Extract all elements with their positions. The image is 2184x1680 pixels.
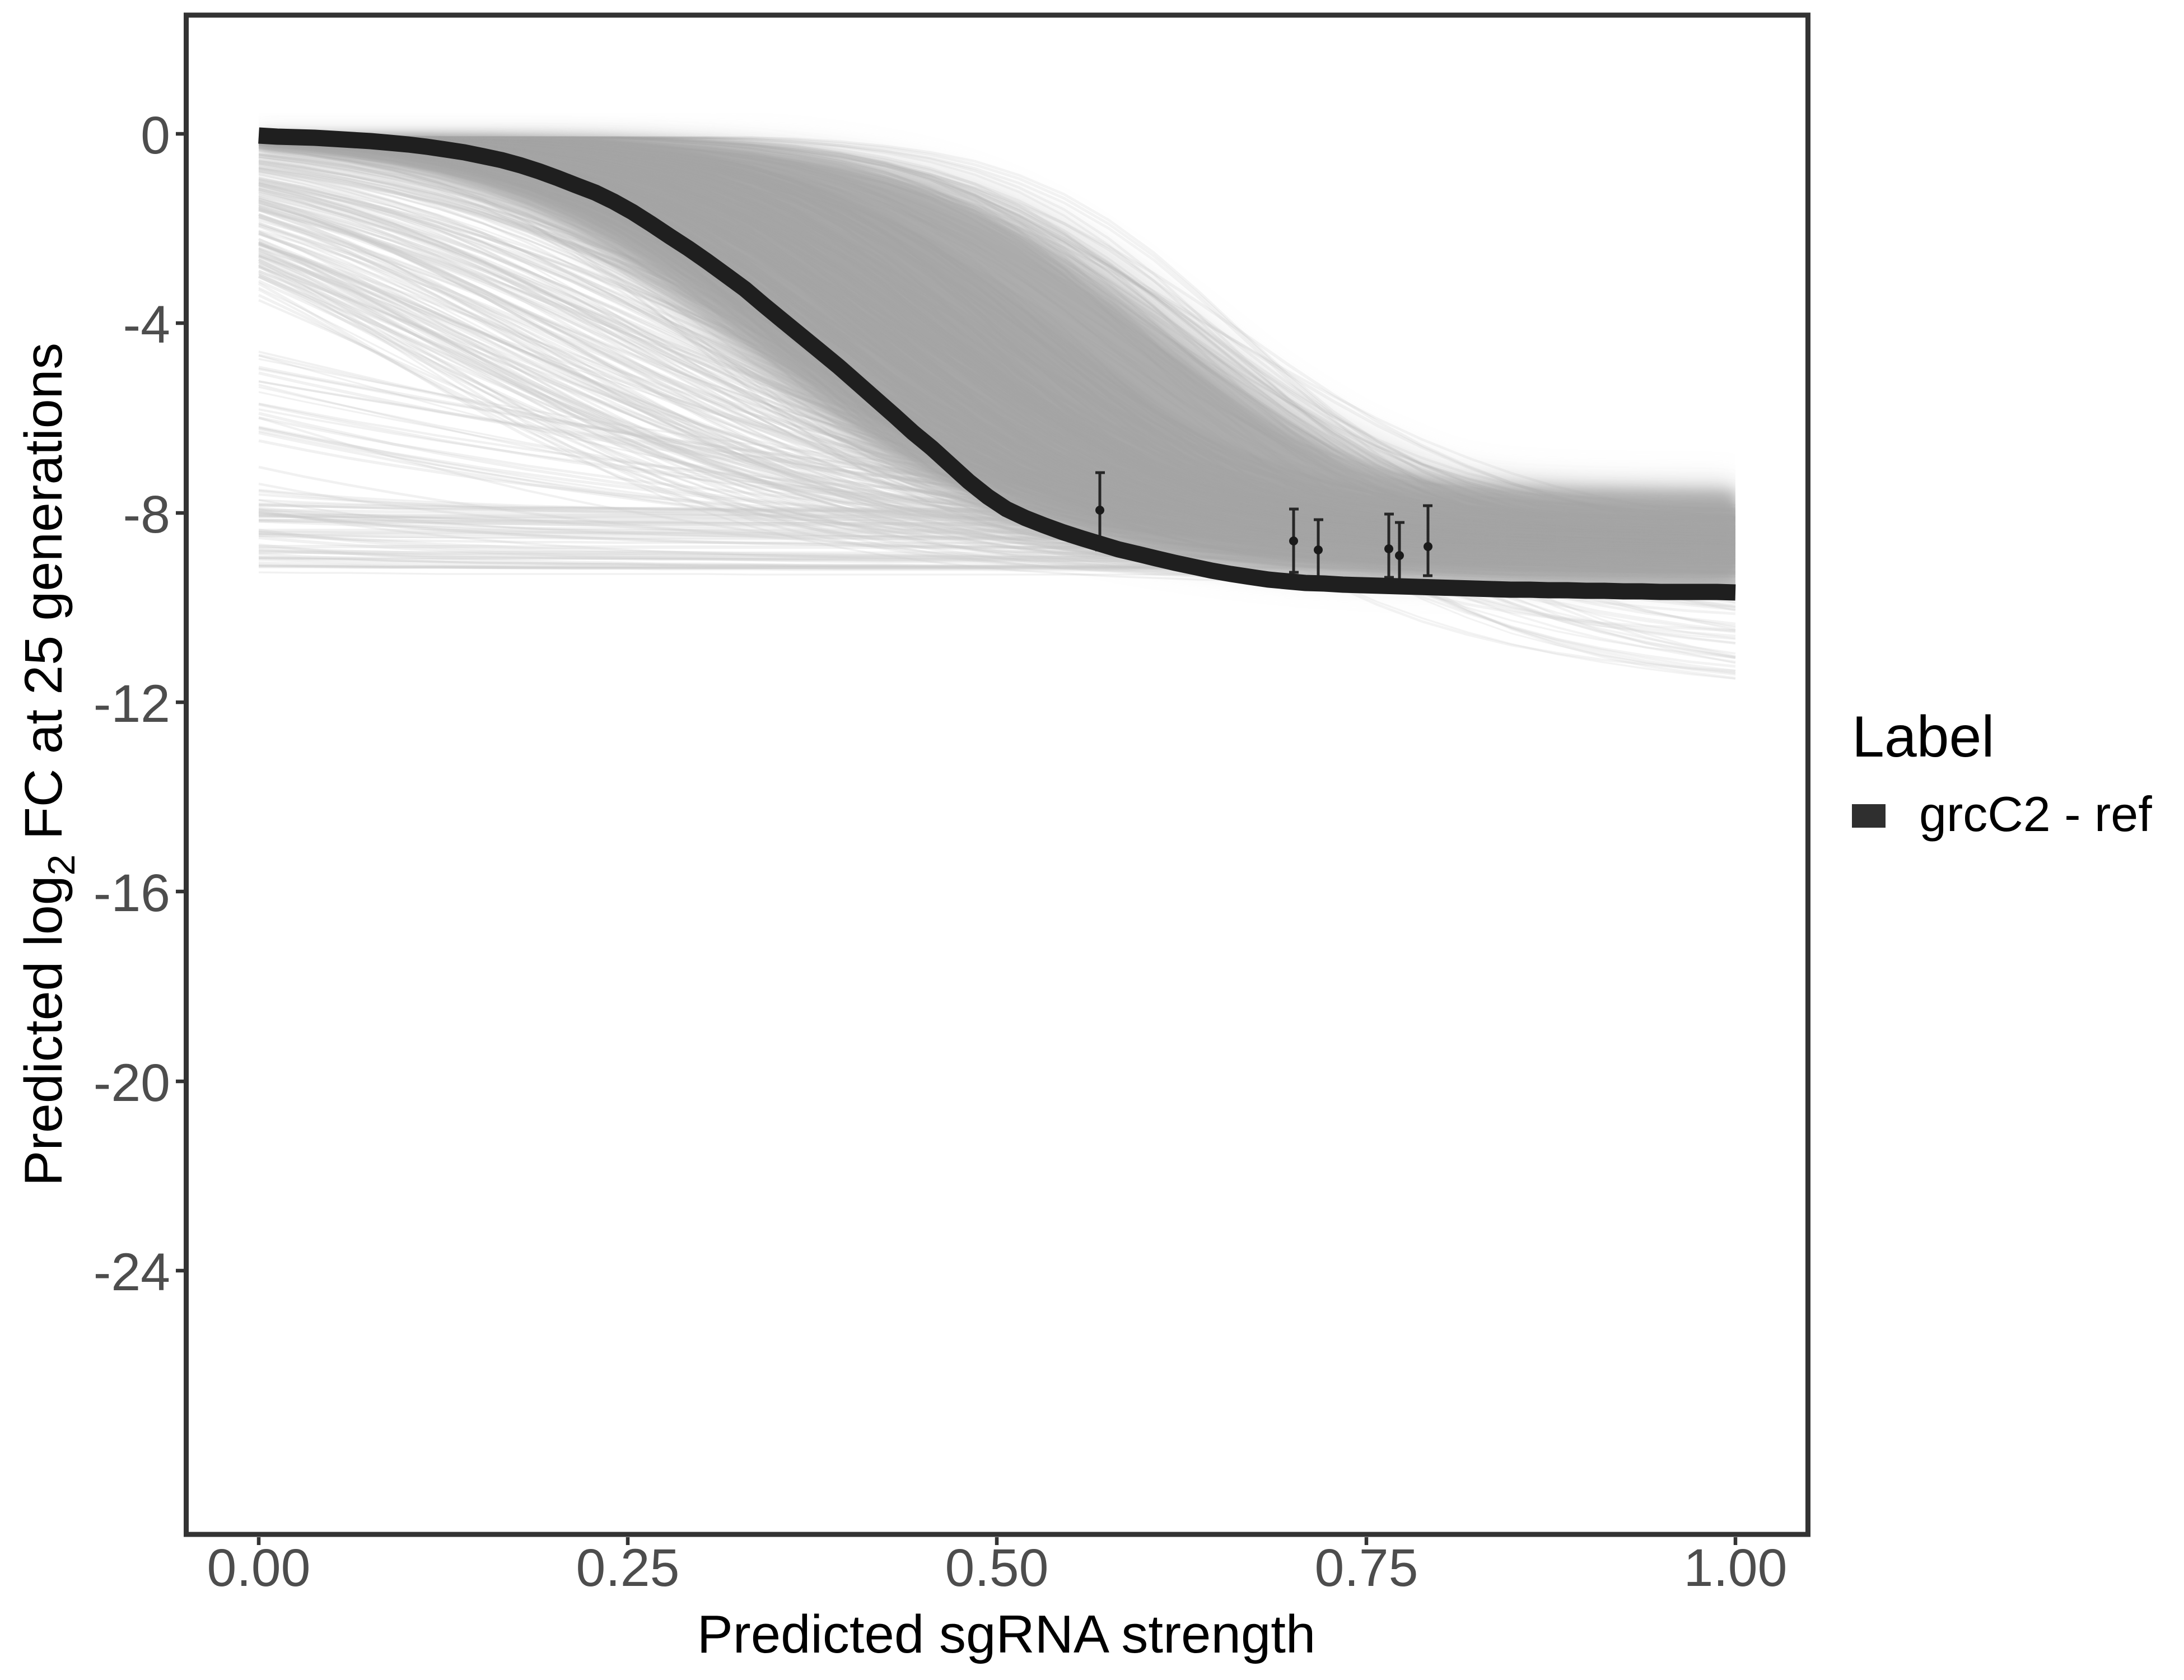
svg-text:-8: -8 bbox=[123, 485, 170, 544]
svg-text:Label: Label bbox=[1852, 704, 1994, 769]
svg-text:-16: -16 bbox=[94, 864, 170, 923]
svg-text:-4: -4 bbox=[123, 295, 170, 354]
svg-text:0.00: 0.00 bbox=[207, 1538, 311, 1598]
svg-text:grcC2 - ref: grcC2 - ref bbox=[1919, 786, 2152, 842]
svg-text:-24: -24 bbox=[94, 1243, 170, 1302]
svg-text:Predicted log2 FC at 25 gener: Predicted log2 FC at 25 generations bbox=[14, 343, 83, 1186]
svg-text:0.75: 0.75 bbox=[1315, 1538, 1418, 1598]
svg-text:Predicted sgRNA strength: Predicted sgRNA strength bbox=[697, 1604, 1316, 1664]
svg-text:0: 0 bbox=[141, 106, 170, 165]
svg-text:0.50: 0.50 bbox=[945, 1538, 1049, 1598]
svg-text:-20: -20 bbox=[94, 1053, 170, 1113]
svg-text:1.00: 1.00 bbox=[1684, 1538, 1788, 1598]
svg-text:-12: -12 bbox=[94, 674, 170, 734]
svg-text:0.25: 0.25 bbox=[576, 1538, 680, 1598]
